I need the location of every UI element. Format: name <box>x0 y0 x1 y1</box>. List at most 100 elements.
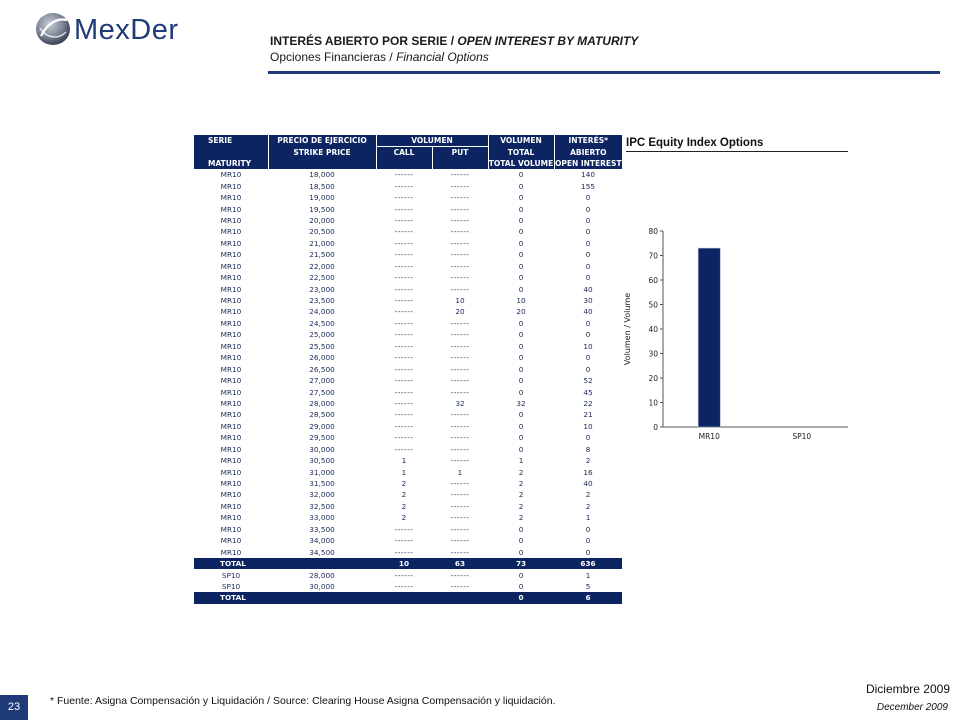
serie-cell: MR10 <box>194 444 268 455</box>
strike-cell: 18,000 <box>268 169 376 180</box>
page-number: 23 <box>0 695 28 720</box>
table-row: MR10 32,000 2 ------ 2 2 <box>194 489 622 500</box>
table-row: MR10 33,000 2 ------ 2 1 <box>194 512 622 523</box>
put-cell: ------ <box>432 203 488 214</box>
open-interest-cell: 0 <box>554 546 622 557</box>
call-cell: ------ <box>376 386 432 397</box>
put-cell: ------ <box>432 512 488 523</box>
header-interes: INTERÉS* <box>554 135 622 147</box>
call-cell: ------ <box>376 272 432 283</box>
y-tick-label: 0 <box>653 423 658 432</box>
strike-cell <box>268 558 376 569</box>
open-interest-cell: 0 <box>554 524 622 535</box>
put-cell: ------ <box>432 329 488 340</box>
call-cell: ------ <box>376 444 432 455</box>
strike-cell: 27,500 <box>268 386 376 397</box>
call-cell: ------ <box>376 375 432 386</box>
total-volume-cell: 0 <box>488 386 554 397</box>
table-row: MR10 26,500 ------ ------ 0 0 <box>194 363 622 374</box>
serie-cell: MR10 <box>194 192 268 203</box>
call-cell: ------ <box>376 295 432 306</box>
page-title: INTERÉS ABIERTO POR SERIE / OPEN INTERES… <box>270 34 638 48</box>
page-subtitle-en: Financial Options <box>396 50 489 64</box>
open-interest-cell: 2 <box>554 489 622 500</box>
total-volume-cell: 0 <box>488 180 554 191</box>
y-tick-label: 50 <box>648 301 658 310</box>
put-cell: ------ <box>432 478 488 489</box>
strike-cell: 32,500 <box>268 501 376 512</box>
open-interest-cell: 22 <box>554 398 622 409</box>
total-volume-cell: 2 <box>488 512 554 523</box>
volume-bar-chart: 0 10 20 30 40 50 60 70 80 Volumen / Volume MR10 SP1… <box>618 218 858 458</box>
put-cell: 32 <box>432 398 488 409</box>
call-cell: 1 <box>376 466 432 477</box>
put-cell: ------ <box>432 432 488 443</box>
open-interest-cell: 0 <box>554 318 622 329</box>
table-row: MR10 32,500 2 ------ 2 2 <box>194 501 622 512</box>
total-volume-cell: 0 <box>488 215 554 226</box>
page-subtitle-es: Opciones Financieras / <box>270 50 396 64</box>
open-interest-cell: 40 <box>554 306 622 317</box>
total-volume-cell: 0 <box>488 341 554 352</box>
total-volume-cell: 0 <box>488 432 554 443</box>
open-interest-cell: 0 <box>554 192 622 203</box>
total-volume-cell: 0 <box>488 546 554 557</box>
open-interest-cell: 0 <box>554 215 622 226</box>
strike-cell: 33,500 <box>268 524 376 535</box>
mexder-logo: MexDer <box>34 10 184 50</box>
call-cell: ------ <box>376 238 432 249</box>
open-interest-cell: 0 <box>554 363 622 374</box>
strike-cell: 22,000 <box>268 261 376 272</box>
strike-cell: 31,500 <box>268 478 376 489</box>
total-volume-cell: 2 <box>488 466 554 477</box>
call-cell: 2 <box>376 501 432 512</box>
page-subtitle: Opciones Financieras / Financial Options <box>270 50 489 64</box>
put-cell: ------ <box>432 375 488 386</box>
strike-cell: 23,000 <box>268 283 376 294</box>
total-volume-cell: 0 <box>488 272 554 283</box>
strike-cell: 20,000 <box>268 215 376 226</box>
total-volume-cell: 0 <box>488 283 554 294</box>
total-volume-cell: 0 <box>488 535 554 546</box>
total-volume-cell: 2 <box>488 501 554 512</box>
table-row: MR10 18,000 ------ ------ 0 140 <box>194 169 622 180</box>
table-row: MR10 27,000 ------ ------ 0 52 <box>194 375 622 386</box>
y-tick-label: 80 <box>648 227 658 236</box>
open-interest-cell: 0 <box>554 249 622 260</box>
call-cell: ------ <box>376 180 432 191</box>
open-interest-cell: 0 <box>554 535 622 546</box>
y-tick-label: 60 <box>648 276 658 285</box>
serie-cell: MR10 <box>194 272 268 283</box>
table-row: MR10 34,000 ------ ------ 0 0 <box>194 535 622 546</box>
put-cell: 10 <box>432 295 488 306</box>
source-footnote: * Fuente: Asigna Compensación y Liquidac… <box>50 695 555 707</box>
put-cell: 20 <box>432 306 488 317</box>
table-total-row: TOTAL 0 6 <box>194 592 622 603</box>
table-row: MR10 34,500 ------ ------ 0 0 <box>194 546 622 557</box>
serie-cell: SP10 <box>194 581 268 592</box>
call-cell: ------ <box>376 535 432 546</box>
total-volume-cell: 0 <box>488 352 554 363</box>
table-row: MR10 25,500 ------ ------ 0 10 <box>194 341 622 352</box>
header-total: TOTAL <box>488 147 554 159</box>
put-cell: ------ <box>432 409 488 420</box>
open-interest-cell: 636 <box>554 558 622 569</box>
y-tick-label: 10 <box>648 399 658 408</box>
strike-cell: 24,500 <box>268 318 376 329</box>
serie-cell: MR10 <box>194 535 268 546</box>
call-cell: ------ <box>376 169 432 180</box>
serie-cell: MR10 <box>194 215 268 226</box>
strike-cell: 26,000 <box>268 352 376 363</box>
put-cell: ------ <box>432 524 488 535</box>
logo-wordmark: MexDer <box>74 14 179 47</box>
call-cell: ------ <box>376 524 432 535</box>
total-volume-cell: 0 <box>488 318 554 329</box>
call-cell: ------ <box>376 569 432 580</box>
table-row: MR10 21,000 ------ ------ 0 0 <box>194 238 622 249</box>
table-row: MR10 30,000 ------ ------ 0 8 <box>194 444 622 455</box>
total-volume-cell: 0 <box>488 169 554 180</box>
table-row: MR10 25,000 ------ ------ 0 0 <box>194 329 622 340</box>
put-cell: ------ <box>432 455 488 466</box>
logo-globe-icon <box>34 10 72 48</box>
table-total-row: TOTAL 10 63 73 636 <box>194 558 622 569</box>
